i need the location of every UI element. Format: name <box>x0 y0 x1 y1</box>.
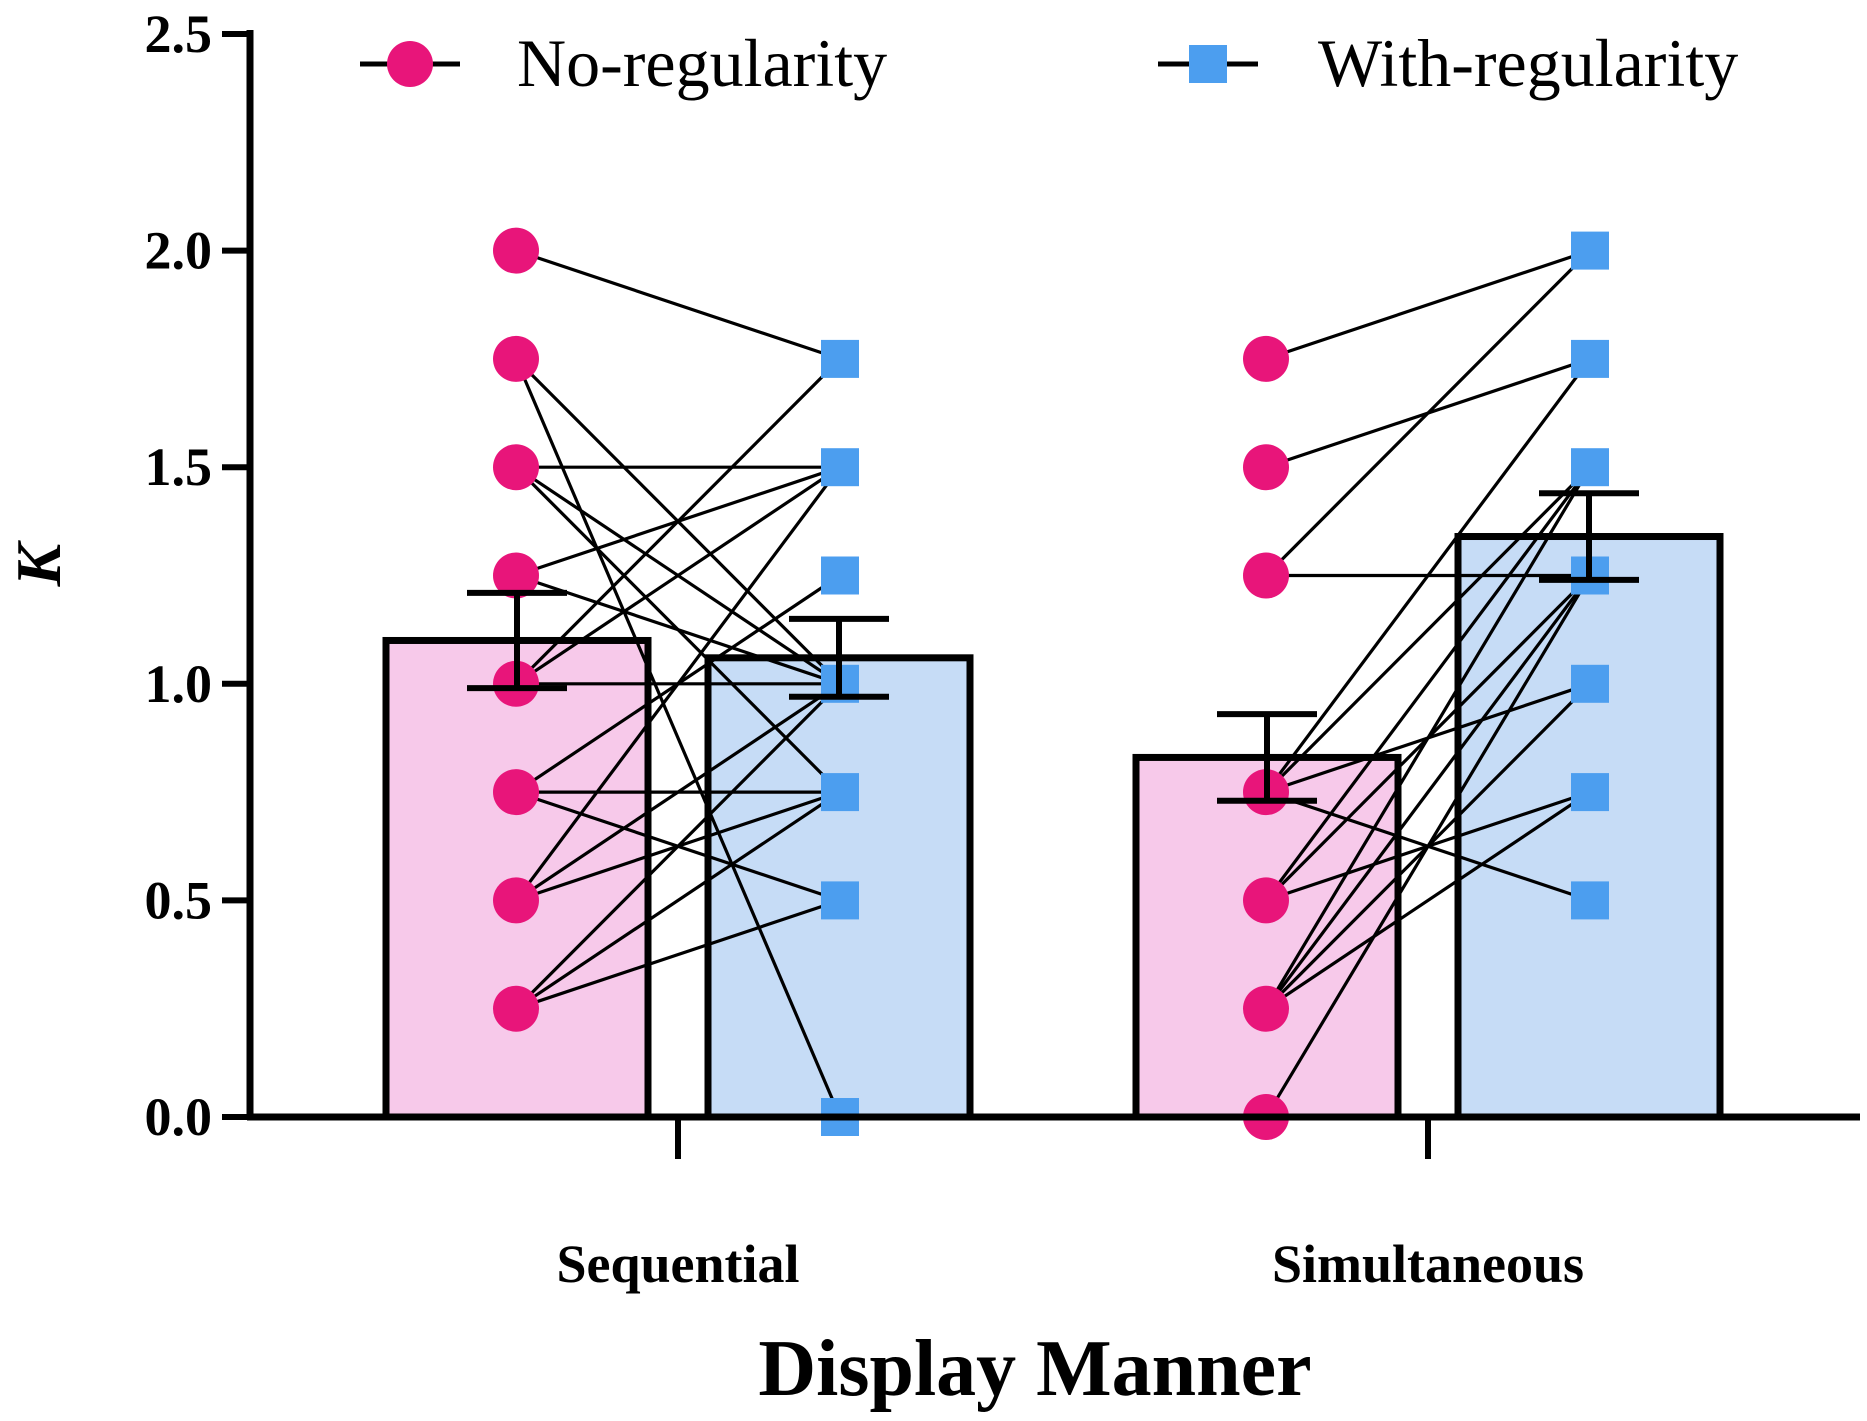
point-with-regularity <box>821 773 859 812</box>
y-tick-label: 1.5 <box>145 437 213 497</box>
bar-with-regularity-simultaneous <box>1454 533 1724 1121</box>
paired-line-sequential <box>515 573 841 686</box>
point-no-regularity <box>493 769 539 816</box>
y-tick-label: 1.0 <box>145 654 213 714</box>
point-no-regularity <box>1243 552 1289 599</box>
point-no-regularity <box>1243 985 1289 1032</box>
error-bars-layer <box>467 490 1639 804</box>
point-no-regularity <box>493 444 539 491</box>
point-with-regularity <box>1571 339 1609 378</box>
point-with-regularity <box>1571 773 1609 812</box>
axes-layer: 0.0 0.5 1.0 1.5 2.0 2.5 Sequential Simultaneous <box>145 4 1860 1294</box>
paired-line-sequential <box>514 358 842 1118</box>
point-with-regularity <box>821 448 859 487</box>
legend: No-regularity With-regularity <box>360 25 1738 101</box>
y-tick-label: 2.5 <box>145 4 213 64</box>
point-no-regularity <box>493 552 539 599</box>
paired-line-simultaneous <box>1264 249 1592 577</box>
paired-line-sequential <box>515 465 841 686</box>
y-tick-label: 0.0 <box>145 1087 213 1147</box>
paired-line-simultaneous <box>1264 466 1592 794</box>
paired-line-sequential <box>515 790 841 1011</box>
point-no-regularity <box>1243 877 1289 924</box>
paired-line-simultaneous <box>1264 466 1592 1010</box>
legend-marker-no-regularity <box>387 41 433 87</box>
paired-line-sequential <box>514 466 842 902</box>
point-with-regularity <box>1571 448 1609 487</box>
point-with-regularity <box>821 339 859 378</box>
y-tick-label: 0.5 <box>145 870 213 930</box>
legend-marker-with-regularity <box>1189 45 1227 83</box>
point-with-regularity <box>821 556 859 595</box>
point-with-regularity <box>1571 664 1609 703</box>
legend-label-no-regularity: No-regularity <box>517 25 887 101</box>
point-no-regularity <box>493 227 539 274</box>
point-with-regularity <box>821 881 859 920</box>
y-tick-label: 2.0 <box>145 221 213 281</box>
point-with-regularity <box>1571 881 1609 920</box>
point-no-regularity <box>493 985 539 1032</box>
paired-line-sequential <box>514 682 842 1010</box>
paired-line-simultaneous <box>1264 574 1592 1010</box>
bars-layer <box>382 533 1724 1121</box>
paired-line-simultaneous <box>1265 790 1591 1011</box>
paired-line-simultaneous <box>1264 574 1592 1118</box>
x-tick-label-simultaneous: Simultaneous <box>1272 1234 1584 1294</box>
legend-label-with-regularity: With-regularity <box>1318 25 1738 101</box>
paired-lines-layer <box>514 249 1592 1118</box>
x-tick-label-sequential: Sequential <box>556 1234 799 1294</box>
paired-line-simultaneous <box>1264 357 1592 794</box>
paired-line-sequential <box>515 249 841 361</box>
point-no-regularity <box>493 335 539 382</box>
point-no-regularity <box>1243 335 1289 382</box>
point-with-regularity <box>1571 231 1609 270</box>
paired-line-simultaneous <box>1264 466 1592 902</box>
paired-line-sequential <box>515 682 841 902</box>
paired-line-sequential <box>515 898 841 1011</box>
point-no-regularity <box>1243 444 1289 491</box>
point-no-regularity <box>493 877 539 924</box>
paired-line-simultaneous <box>1265 249 1591 361</box>
x-axis-title: Display Manner <box>758 1325 1311 1413</box>
y-axis-title: K <box>3 539 74 587</box>
paired-line-sequential <box>514 357 842 685</box>
